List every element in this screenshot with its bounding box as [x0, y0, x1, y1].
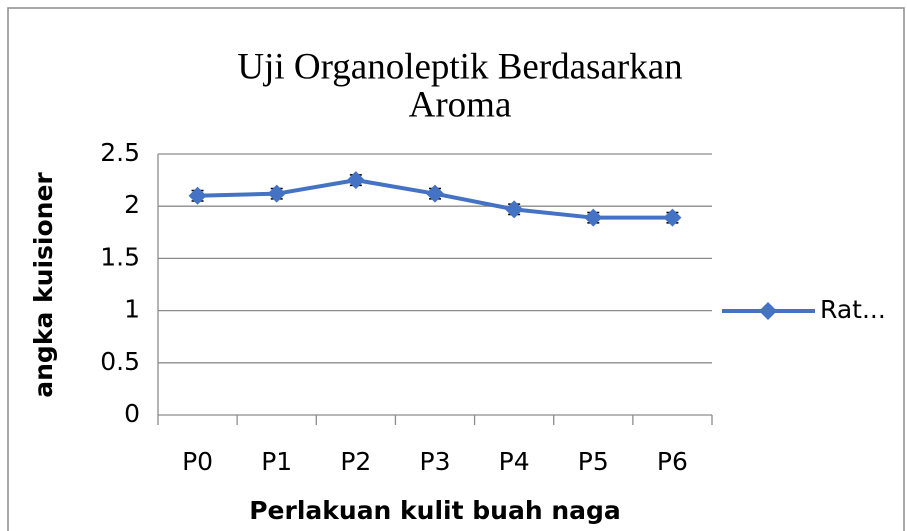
chart-subtitle: Aroma: [409, 84, 512, 125]
point: [663, 208, 682, 227]
y-tick-label: 2: [124, 190, 140, 219]
legend-marker: [759, 302, 777, 320]
x-tick-label: P0: [182, 447, 213, 476]
y-axis-title: angka kuisioner: [29, 172, 58, 398]
x-tick-label: P2: [340, 447, 371, 476]
legend-label: Rat...: [820, 295, 886, 324]
x-tick-label: P6: [657, 447, 688, 476]
point: [505, 200, 524, 219]
x-tick-label: P1: [261, 447, 292, 476]
x-tick-label: P5: [578, 447, 609, 476]
y-tick-label: 1.5: [100, 242, 140, 271]
point: [188, 186, 207, 205]
y-tick-label: 0.5: [100, 347, 140, 376]
chart-border: [7, 7, 905, 531]
x-tick-label: P3: [420, 447, 451, 476]
x-axis-title: Perlakuan kulit buah naga: [249, 496, 621, 525]
point: [346, 171, 365, 190]
point: [267, 184, 286, 203]
y-tick-label: 1: [124, 295, 140, 324]
point: [584, 208, 603, 227]
x-tick-label: P4: [499, 447, 530, 476]
y-tick-label: 2.5: [100, 138, 140, 167]
y-tick-label: 0: [124, 399, 140, 428]
chart-title: Uji Organoleptik Berdasarkan: [237, 46, 682, 87]
point: [426, 184, 444, 203]
